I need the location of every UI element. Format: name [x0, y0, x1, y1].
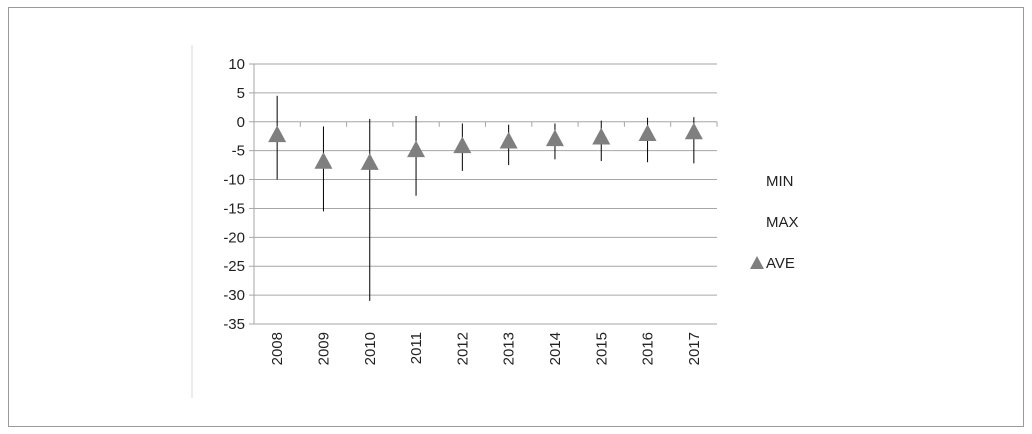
ave-marker-2015 [592, 127, 611, 145]
y-tick-label: -30 [223, 287, 245, 304]
x-tick-label-2013: 2013 [501, 332, 518, 365]
x-tick-label-2017: 2017 [686, 332, 703, 365]
y-tick-label: -25 [223, 258, 245, 275]
x-tick-label-2014: 2014 [547, 332, 564, 365]
ave-marker-2012 [453, 136, 472, 154]
ave-min-max-chart: 10 5 0 -5 -10 -15 -20 -25 -30 -35 2008 2009 2010 2011… [191, 45, 799, 398]
y-tick-label: -15 [223, 200, 245, 217]
ave-marker-2009 [314, 152, 333, 169]
y-tick-label: -5 [232, 143, 245, 160]
x-tick-label-2008: 2008 [269, 332, 286, 365]
y-tick-label: 10 [228, 56, 245, 73]
y-tick-label: -10 [223, 172, 245, 189]
x-tick-label-2016: 2016 [640, 332, 657, 365]
ave-marker-2010 [360, 153, 379, 170]
ave-marker-2013 [499, 131, 518, 149]
x-tick-label-2010: 2010 [362, 332, 379, 365]
y-tick-label: 5 [237, 85, 245, 102]
x-tick-label-2012: 2012 [454, 332, 471, 365]
legend-label-min: MIN [766, 173, 794, 190]
chart-frame: 10 5 0 -5 -10 -15 -20 -25 -30 -35 2008 2009 2010 2011… [8, 7, 1024, 427]
ave-marker-2017 [684, 122, 703, 140]
ave-marker-2014 [545, 129, 564, 147]
x-tick-label-2009: 2009 [315, 332, 332, 365]
y-tick-label: -35 [223, 316, 245, 333]
ave-marker-2011 [407, 140, 426, 158]
ave-marker-2008 [268, 125, 287, 143]
legend-label-ave: AVE [766, 255, 795, 272]
legend-marker-ave [750, 256, 764, 269]
ave-marker-2016 [638, 124, 657, 141]
legend-label-max: MAX [766, 214, 799, 231]
y-tick-label: -20 [223, 229, 245, 246]
y-tick-label: 0 [237, 114, 245, 131]
x-tick-label-2015: 2015 [593, 332, 610, 365]
x-tick-label-2011: 2011 [408, 332, 425, 364]
